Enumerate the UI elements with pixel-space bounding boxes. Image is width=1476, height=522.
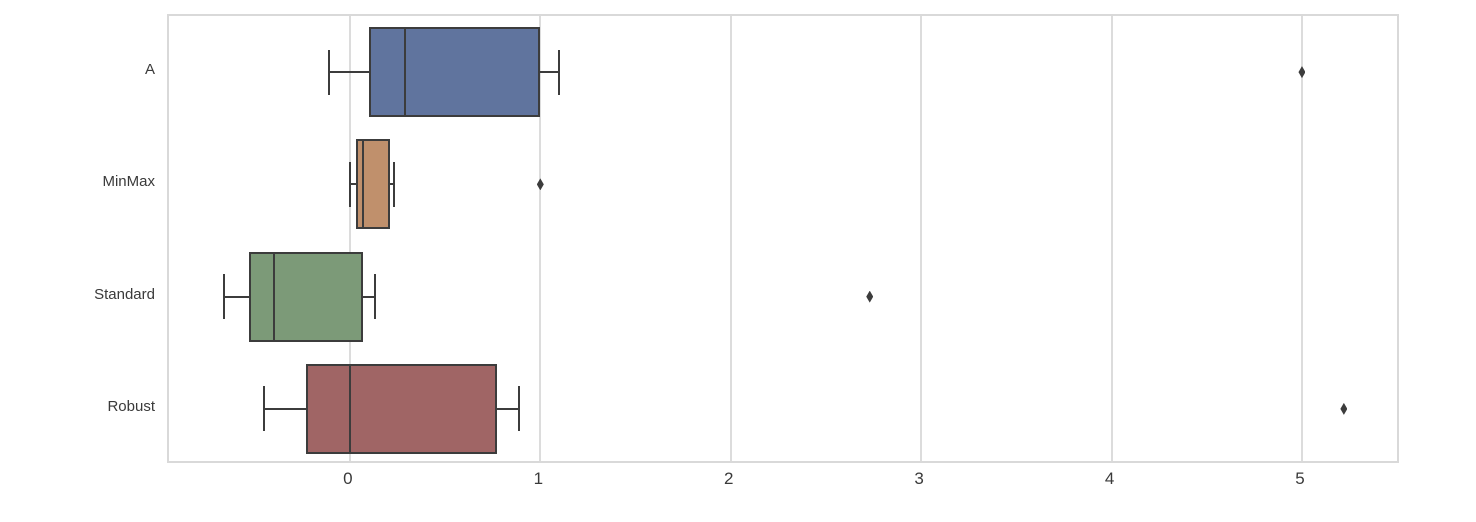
vertical-gridline [539, 16, 542, 461]
median-line [348, 363, 351, 454]
outlier-diamond-icon [1340, 402, 1348, 415]
whisker-cap-high [558, 49, 561, 95]
x-tick-label: 5 [1295, 469, 1305, 488]
whisker-cap-low [263, 386, 266, 432]
plot-area [167, 14, 1399, 463]
x-tick-label: 3 [914, 469, 924, 488]
box [355, 139, 390, 230]
whisker-cap-low [223, 274, 226, 320]
outlier-diamond-icon [536, 178, 544, 191]
outlier-diamond-icon [866, 290, 874, 303]
y-tick-label: Standard [94, 285, 155, 303]
whisker-cap-high [518, 386, 521, 432]
whisker-line-high [389, 183, 394, 186]
vertical-gridline [348, 16, 351, 461]
x-tick-label: 2 [723, 469, 734, 488]
whisker-line-low [349, 183, 356, 186]
y-tick-label: Robust [107, 397, 155, 415]
whisker-line-high [496, 407, 520, 410]
whisker-line-low [264, 407, 307, 410]
vertical-gridline [920, 16, 923, 461]
median-line [404, 27, 407, 118]
y-tick-label: MinMax [102, 173, 155, 191]
outlier-diamond-icon [1298, 66, 1306, 79]
whisker-cap-low [327, 49, 330, 95]
vertical-gridline [1300, 16, 1303, 461]
x-tick-label: 0 [343, 469, 353, 488]
whisker-cap-high [392, 161, 395, 207]
median-line [362, 139, 365, 230]
median-line [272, 251, 275, 342]
y-tick-label: A [144, 60, 155, 78]
whisker-line-low [224, 295, 249, 298]
whisker-line-low [328, 71, 369, 74]
vertical-gridline [1110, 16, 1113, 461]
x-tick-label: 4 [1104, 469, 1115, 488]
box [248, 251, 364, 342]
box [306, 363, 497, 454]
whisker-line-high [540, 71, 560, 74]
box [368, 27, 541, 118]
whisker-cap-low [348, 161, 351, 207]
whisker-line-high [363, 295, 375, 298]
whisker-cap-high [373, 274, 376, 320]
x-tick-label: 1 [533, 469, 544, 488]
vertical-gridline [729, 16, 732, 461]
